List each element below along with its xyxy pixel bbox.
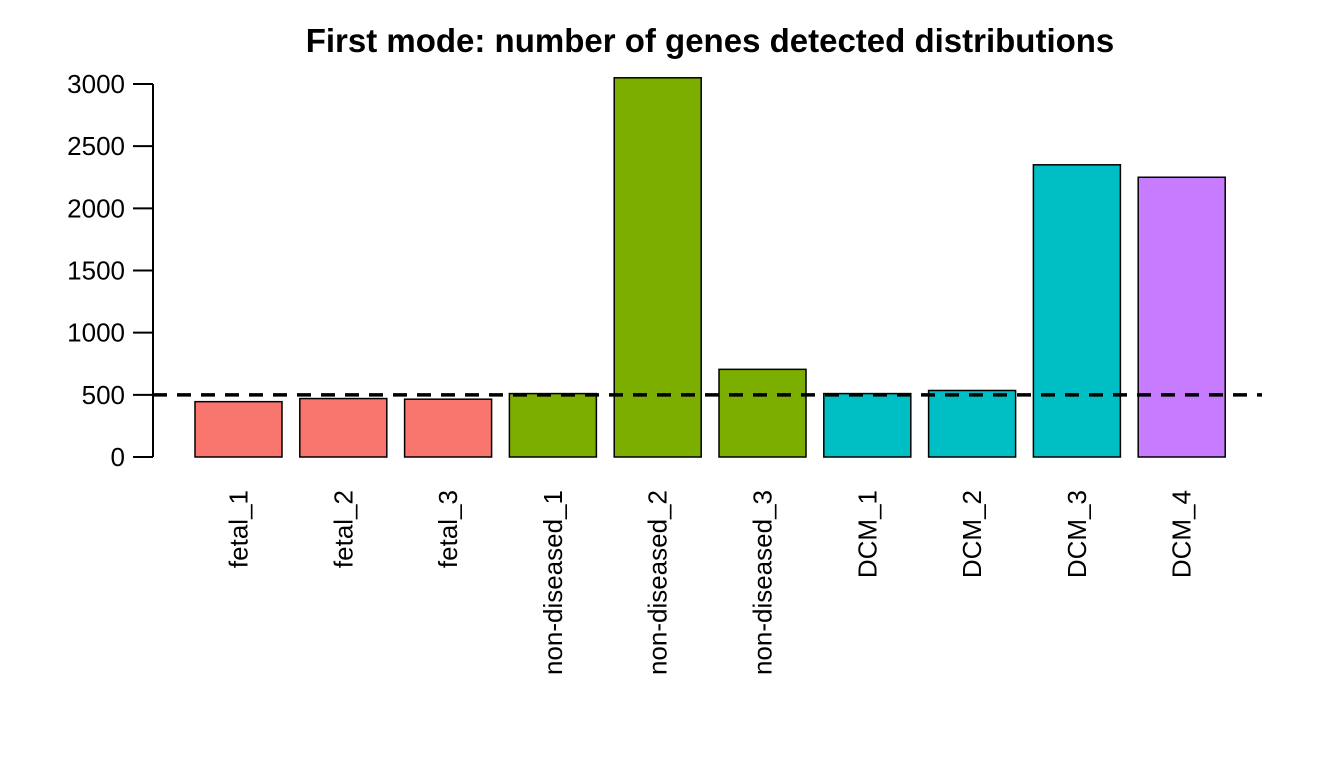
bar-non-diseased_1: [508, 392, 598, 458]
x-tick-label: non-diseased_3: [748, 490, 778, 675]
x-axis-labels: fetal_1 fetal_2 fetal_3 non-diseased_1 non-d…: [224, 490, 1197, 675]
y-tick-label: 1000: [67, 318, 125, 348]
bar-DCM_1: [823, 392, 912, 458]
x-tick-label: non-diseased_2: [643, 490, 673, 675]
x-tick-label: DCM_2: [957, 490, 987, 578]
bar-non-diseased_2: [613, 77, 702, 458]
x-tick-label: fetal_3: [433, 490, 463, 568]
y-tick-label: 3000: [67, 69, 125, 99]
y-tick-label: 1500: [67, 256, 125, 286]
x-tick-label: fetal_2: [328, 490, 358, 568]
x-tick-label: DCM_3: [1062, 490, 1092, 578]
bar-fetal_1: [194, 400, 283, 458]
bar-DCM_2: [927, 389, 1017, 458]
x-tick-label: non-diseased_1: [538, 490, 568, 675]
y-tick-label: 0: [111, 442, 125, 472]
y-tick-label: 2000: [67, 193, 125, 223]
x-tick-label: DCM_1: [852, 490, 882, 578]
x-tick-label: fetal_1: [224, 490, 254, 568]
bar-fetal_2: [299, 397, 388, 458]
x-tick-label: DCM_4: [1167, 490, 1197, 578]
bars: [194, 77, 1226, 458]
bar-non-diseased_3: [718, 368, 807, 458]
y-tick-label: 500: [82, 380, 125, 410]
chart-title: First mode: number of genes detected dis…: [306, 22, 1115, 59]
bar-fetal_3: [403, 398, 493, 458]
y-axis: 0 500 1000 1500 2000 2500 3000: [67, 69, 154, 472]
bar-DCM_4: [1137, 176, 1226, 458]
bar-DCM_3: [1032, 164, 1122, 458]
y-tick-label: 2500: [67, 131, 125, 161]
